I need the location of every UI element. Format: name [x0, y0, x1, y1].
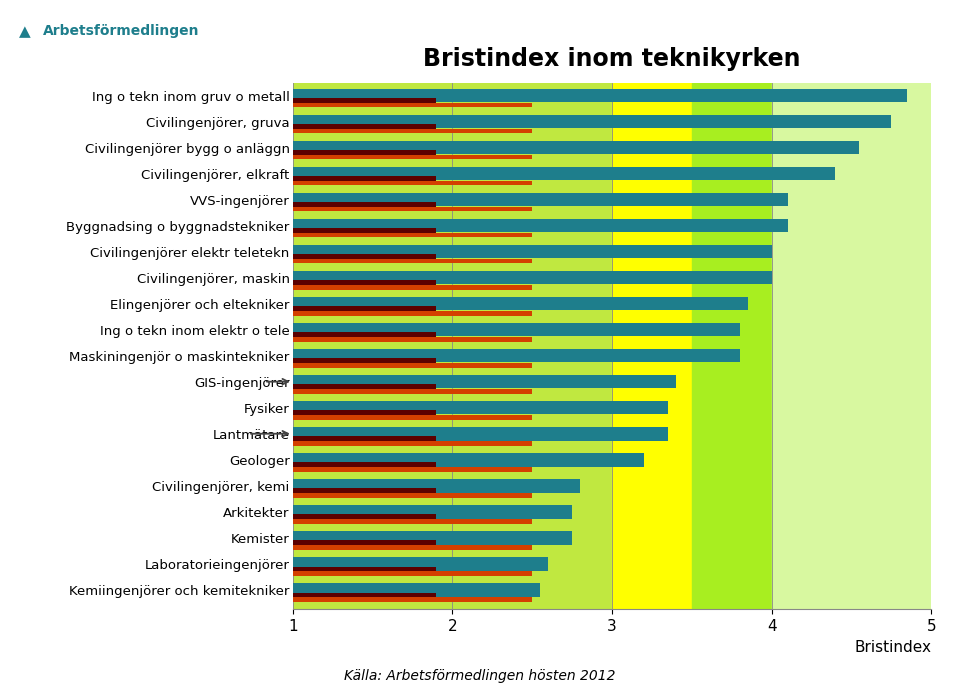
Bar [293, 349, 739, 363]
Bar [293, 115, 891, 128]
Bar [293, 83, 612, 609]
Bar [293, 597, 532, 602]
Text: Fysiker: Fysiker [244, 403, 290, 416]
Text: Ing o tekn inom elektr o tele: Ing o tekn inom elektr o tele [100, 325, 290, 338]
Title: Bristindex inom teknikyrken: Bristindex inom teknikyrken [423, 47, 801, 71]
Text: Civilingenjörer, kemi: Civilingenjörer, kemi [153, 481, 290, 494]
Bar [293, 514, 437, 519]
Bar [293, 489, 437, 493]
Bar [293, 311, 532, 316]
Bar [293, 124, 437, 129]
Bar [293, 410, 437, 415]
Bar [293, 583, 540, 597]
Bar [293, 259, 532, 264]
Bar [293, 285, 532, 289]
Text: Arbetsförmedlingen: Arbetsförmedlingen [43, 24, 200, 38]
Bar [293, 437, 437, 441]
Bar [612, 83, 692, 609]
Bar [293, 150, 437, 154]
Bar [293, 140, 859, 154]
Text: Civilingenjörer, maskin: Civilingenjörer, maskin [136, 273, 290, 286]
Bar [692, 83, 772, 609]
Bar [293, 389, 532, 394]
Bar [293, 441, 532, 446]
Text: Bristindex: Bristindex [854, 640, 931, 655]
Bar [293, 401, 668, 415]
Bar [772, 83, 931, 609]
Bar [293, 254, 437, 259]
Bar [293, 98, 437, 102]
Bar [293, 467, 532, 472]
Bar [293, 306, 437, 311]
Bar [293, 154, 532, 159]
Text: Kemister: Kemister [230, 534, 290, 546]
Bar [293, 479, 580, 493]
Bar [293, 219, 787, 233]
Text: Källa: Arbetsförmedlingen hösten 2012: Källa: Arbetsförmedlingen hösten 2012 [345, 668, 615, 682]
Bar [293, 202, 437, 207]
Text: Civilingenjörer elektr teletekn: Civilingenjörer elektr teletekn [90, 247, 290, 260]
Text: Laboratorieingenjörer: Laboratorieingenjörer [145, 559, 290, 572]
Text: Kemiingenjörer och kemitekniker: Kemiingenjörer och kemitekniker [69, 585, 290, 599]
Bar [293, 337, 532, 342]
Bar [293, 207, 532, 211]
Bar [293, 245, 772, 258]
Bar [293, 384, 437, 389]
Bar [293, 531, 572, 545]
Text: Byggnadsing o byggnadstekniker: Byggnadsing o byggnadstekniker [66, 221, 290, 234]
Bar [293, 129, 532, 134]
Text: VVS-ingenjörer: VVS-ingenjörer [190, 194, 290, 208]
Text: GIS-ingenjörer: GIS-ingenjörer [194, 377, 290, 390]
Text: Civilingenjörer bygg o anläggn: Civilingenjörer bygg o anläggn [84, 143, 290, 156]
Bar [293, 462, 437, 467]
Bar [293, 427, 668, 441]
Bar [293, 102, 532, 107]
Text: Civilingenjörer, elkraft: Civilingenjörer, elkraft [141, 169, 290, 182]
Bar [293, 453, 644, 466]
Text: Geologer: Geologer [228, 455, 290, 468]
Text: Arkitekter: Arkitekter [224, 507, 290, 520]
Bar [293, 181, 532, 185]
Bar [293, 571, 532, 576]
Bar [293, 540, 437, 545]
Text: Lantmätare: Lantmätare [212, 429, 290, 442]
Bar [293, 415, 532, 419]
Bar [293, 358, 437, 363]
Bar [293, 89, 907, 102]
Bar [293, 519, 532, 524]
Bar [293, 592, 437, 597]
Bar [293, 297, 748, 310]
Bar [293, 493, 532, 498]
Bar [293, 363, 532, 367]
Bar [293, 280, 437, 285]
Text: Ing o tekn inom gruv o metall: Ing o tekn inom gruv o metall [92, 91, 290, 104]
Bar [293, 323, 739, 336]
Bar [293, 167, 835, 180]
Text: Elingenjörer och eltekniker: Elingenjörer och eltekniker [110, 299, 290, 312]
Bar [293, 192, 787, 206]
Text: ▲: ▲ [19, 24, 31, 39]
Bar [293, 228, 437, 233]
Bar [293, 176, 437, 181]
Bar [293, 375, 676, 388]
Bar [293, 545, 532, 550]
Bar [293, 505, 572, 518]
Bar [293, 557, 548, 571]
Text: Maskiningenjör o maskintekniker: Maskiningenjör o maskintekniker [69, 351, 290, 364]
Bar [293, 271, 772, 284]
Bar [293, 332, 437, 337]
Text: Civilingenjörer, gruva: Civilingenjörer, gruva [146, 117, 290, 129]
Bar [293, 233, 532, 237]
Bar [293, 567, 437, 571]
